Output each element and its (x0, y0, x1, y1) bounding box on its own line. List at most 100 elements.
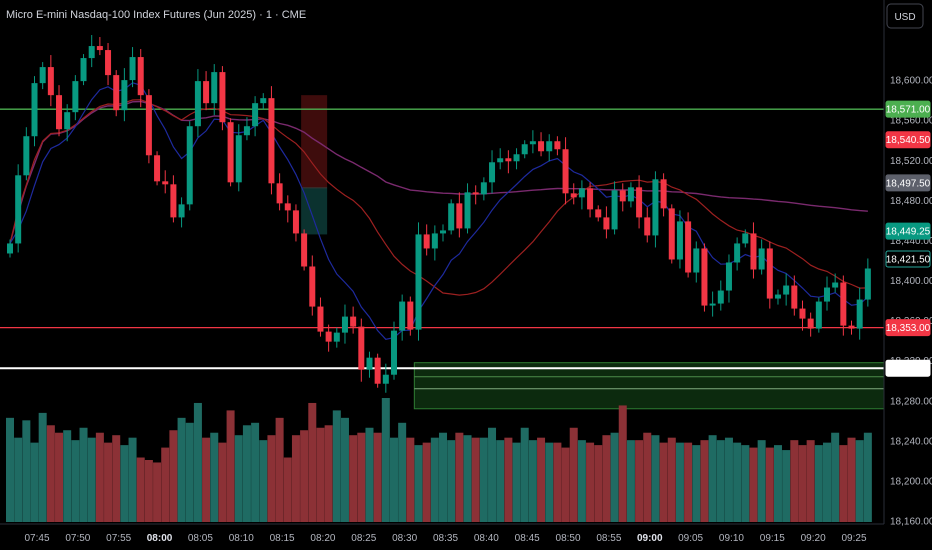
time-tick-label: 08:00 (147, 533, 173, 544)
volume-bar (30, 442, 39, 522)
candle-body (178, 204, 185, 218)
volume-bar (463, 435, 472, 522)
candle-body (644, 217, 651, 236)
candle-body (725, 262, 732, 291)
candle-body (750, 233, 757, 270)
volume-bar (283, 457, 292, 522)
candle-body (137, 57, 144, 96)
time-tick-label: 07:45 (24, 533, 49, 544)
volume-bar (128, 437, 137, 522)
volume-bar (14, 437, 23, 522)
volume-bar (806, 440, 815, 522)
volume-bar (177, 417, 186, 522)
candle-body (423, 234, 430, 249)
candle-body (668, 208, 675, 260)
volume-bar (55, 432, 64, 522)
candle-body (791, 285, 798, 309)
volume-bar (275, 417, 284, 522)
volume-bar (553, 442, 562, 522)
price-tag (885, 174, 931, 192)
volume-bar (455, 432, 464, 522)
time-tick-label: 08:25 (351, 533, 376, 544)
candle-body (603, 217, 610, 230)
candle-body (685, 221, 692, 273)
volume-bar (218, 442, 227, 522)
volume-bar (692, 445, 701, 522)
volume-bar (863, 432, 872, 522)
candle-body (587, 188, 594, 210)
volume-bar (618, 405, 627, 522)
volume-bar (430, 437, 439, 522)
volume-bar (496, 440, 505, 522)
volume-bar (308, 402, 317, 522)
candle-body (162, 181, 169, 185)
volume-bar (6, 417, 14, 522)
price-tick-label: 18,160.00 (890, 517, 932, 528)
candle-body (799, 308, 806, 319)
time-tick-label: 09:05 (678, 533, 703, 544)
candle-body (529, 141, 536, 145)
price-tick-label: 18,600.00 (890, 76, 932, 87)
candle-body (121, 80, 128, 111)
volume-bar (340, 417, 349, 522)
volume-bar (855, 440, 864, 522)
candle-body (374, 357, 381, 384)
candle-body (203, 81, 210, 104)
candle-body (301, 233, 308, 267)
volume-bar (63, 430, 72, 522)
candle-body (627, 187, 634, 202)
volume-bar (831, 432, 840, 522)
candle-body (734, 243, 741, 263)
candle-body (390, 330, 397, 375)
volume-bar (471, 437, 480, 522)
volume-bar (349, 435, 358, 522)
time-tick-label: 08:30 (392, 533, 417, 544)
volume-bar (708, 435, 717, 522)
volume-bar (87, 437, 96, 522)
candle-body (80, 58, 87, 82)
volume-bar (414, 445, 423, 522)
volume-bar (71, 440, 80, 522)
candle-body (235, 135, 242, 183)
candle-body (325, 331, 332, 342)
candle-body (505, 158, 512, 162)
volume-bar (422, 442, 431, 522)
currency-button[interactable]: USD (886, 3, 924, 29)
candle-body (848, 325, 855, 329)
volume-bar (234, 435, 243, 522)
candle-body (366, 357, 373, 370)
volume-bar (357, 432, 366, 522)
volume-bar (398, 422, 407, 522)
candle-body (358, 326, 365, 370)
candle-body (717, 290, 724, 304)
volume-bar (520, 427, 529, 522)
time-axis[interactable]: 07:45 07:50 07:55 08:00 08:05 08:10 08:15 08:20… (24, 533, 866, 544)
volume-bar (847, 437, 856, 522)
volume-bar (602, 435, 611, 522)
price-tag-label: 18,540.50 (886, 135, 931, 146)
volume-bar (798, 445, 807, 522)
candle-body (105, 50, 112, 76)
candle-body (227, 122, 234, 183)
candle-body (31, 83, 38, 137)
volume-bar (22, 420, 31, 522)
volume-bar (537, 437, 546, 522)
candle-body (211, 72, 218, 104)
candle-body (56, 95, 63, 130)
candle-body (145, 95, 152, 156)
volume-bar (251, 422, 260, 522)
volume-bar (659, 442, 668, 522)
time-tick-label: 08:15 (270, 533, 295, 544)
volume-bar (675, 442, 684, 522)
price-tag-label: 18,449.25 (886, 227, 931, 238)
volume-bar (389, 437, 398, 522)
price-tag (885, 100, 931, 118)
volume-bar (169, 430, 178, 522)
candle-body (350, 316, 357, 327)
volume-bar (439, 432, 448, 522)
candle-body (758, 248, 765, 270)
volume-bar (161, 447, 170, 522)
volume-bar (765, 447, 774, 522)
volume-bar (684, 442, 693, 522)
